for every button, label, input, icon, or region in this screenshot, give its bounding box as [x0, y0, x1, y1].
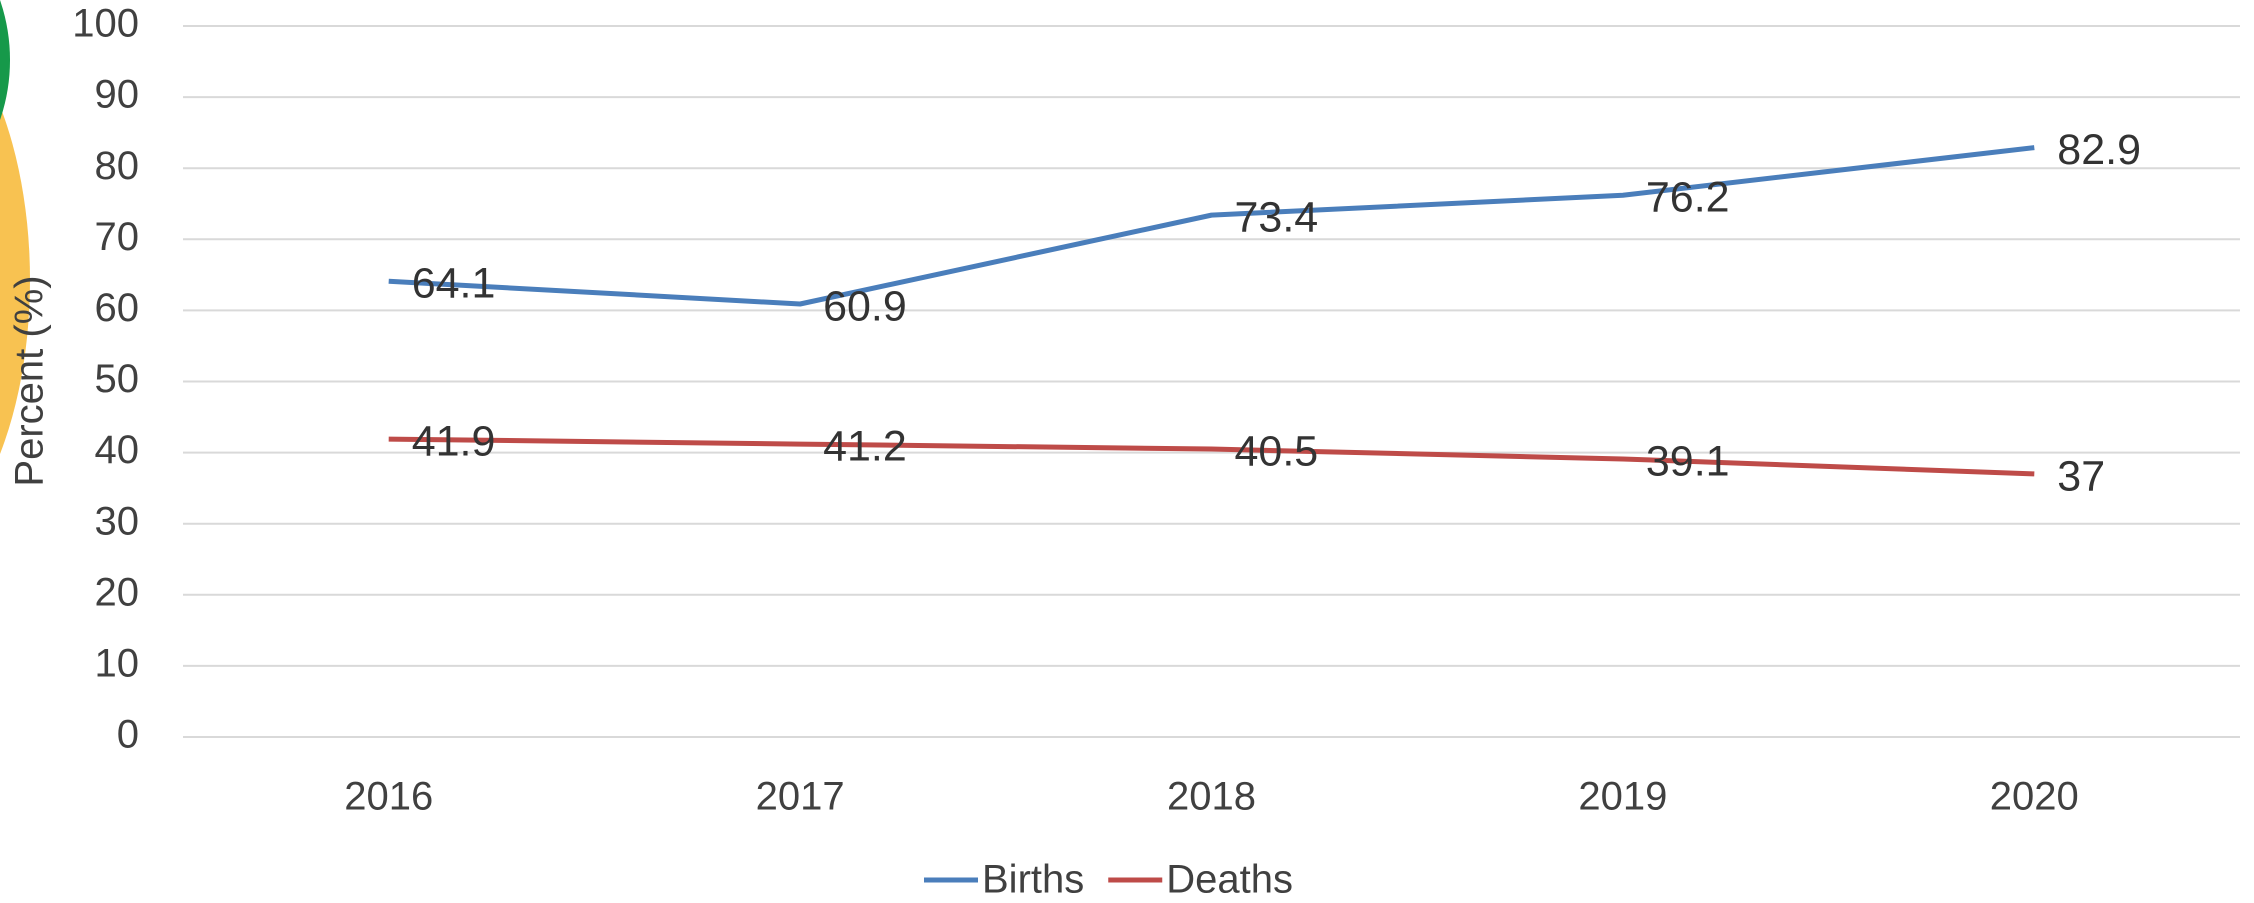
x-tick-label: 2019: [1578, 775, 1667, 819]
y-axis-label: Percent (%): [8, 275, 52, 486]
data-label: 41.9: [412, 417, 496, 465]
line-series: [389, 439, 2035, 474]
x-tick-label: 2018: [1167, 775, 1256, 819]
data-label: 40.5: [1235, 427, 1319, 475]
data-label: 41.2: [823, 422, 907, 470]
data-label: 76.2: [1646, 174, 1730, 222]
y-tick-label: 90: [95, 73, 140, 117]
y-tick-label: 20: [95, 570, 140, 614]
y-tick-label: 70: [95, 215, 140, 259]
x-tick-label: 2016: [344, 775, 433, 819]
data-label: 39.1: [1646, 437, 1730, 485]
chart: Percent (%) 0 10 20 30 40 50 60 70 80 90 100 2016 20…: [0, 0, 2254, 903]
data-label: 73.4: [1235, 193, 1319, 241]
y-tick-label: 40: [95, 428, 140, 472]
y-tick-label: 50: [95, 357, 140, 401]
data-label: 82.9: [2057, 126, 2141, 174]
y-tick-label: 80: [95, 144, 140, 188]
y-tick-label: 0: [117, 713, 139, 757]
x-tick-label: 2020: [1990, 775, 2079, 819]
y-tick-label: 60: [95, 286, 140, 330]
legend-label: Deaths: [1166, 858, 1293, 902]
x-tick-label: 2017: [756, 775, 845, 819]
data-label: 37: [2057, 452, 2105, 500]
y-tick-label: 10: [95, 641, 140, 685]
data-label: 60.9: [823, 282, 907, 330]
line-series: [389, 148, 2035, 304]
y-tick-label: 100: [72, 2, 139, 46]
data-label: 64.1: [412, 260, 496, 308]
y-tick-label: 30: [95, 499, 140, 543]
legend-label: Births: [982, 858, 1084, 902]
